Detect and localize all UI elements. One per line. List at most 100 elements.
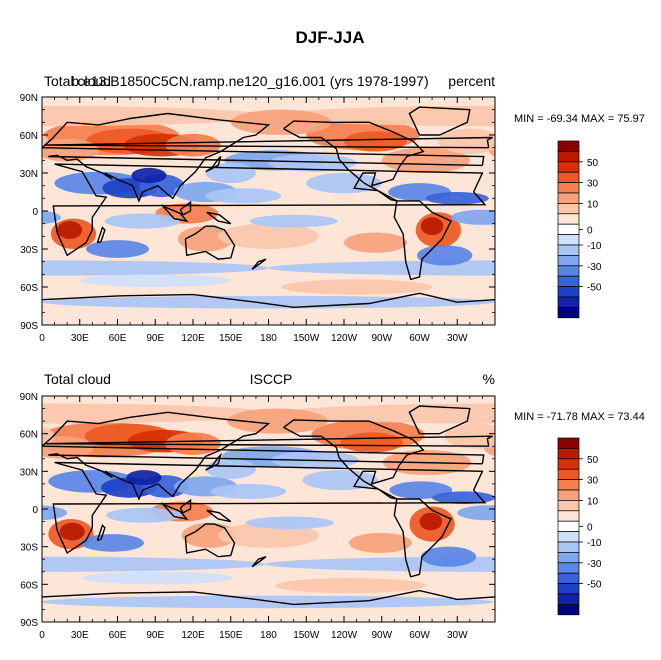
lat-axis: 90N 60N 30N 0 30S 60S 90S <box>20 392 495 629</box>
coastline <box>160 502 189 521</box>
coastlines <box>42 405 495 606</box>
field-region <box>86 240 149 258</box>
field-region <box>273 403 495 424</box>
panel-right-label: % <box>483 371 495 387</box>
field-region <box>42 105 269 127</box>
coastline <box>52 461 487 554</box>
panel-left-label: Total cloud <box>44 371 111 387</box>
lon-tick-label: 90E <box>146 333 164 344</box>
colorbar: 50 30 10 0 -10 -30 -50 <box>557 140 602 319</box>
colorbar-swatch <box>557 468 580 480</box>
lon-tick-label: 90E <box>146 630 164 641</box>
coastline <box>179 200 192 216</box>
lat-tick-label: 90N <box>20 392 38 403</box>
coastline <box>393 200 452 281</box>
figure-title: DJF-JJA <box>296 28 365 47</box>
min-max-readout: MIN = -69.34 MAX = 75.97 <box>514 113 645 125</box>
lat-tick-label: 60N <box>20 131 38 142</box>
lon-axis: 0 30E 60E 90E 120E 150E 180 150W 120W 90W 60W 30W <box>39 97 483 344</box>
lon-tick-label: 150W <box>293 333 320 344</box>
coastline <box>42 112 485 203</box>
field-region <box>457 505 495 521</box>
colorbar-swatch <box>557 479 580 491</box>
colorbar-label: -10 <box>587 538 602 549</box>
colorbar-swatch <box>557 265 580 277</box>
colorbar-swatch <box>557 151 580 163</box>
colorbar-swatch <box>557 489 580 501</box>
field-region <box>42 426 55 447</box>
lon-tick-label: 120E <box>181 333 205 344</box>
cloud-field <box>42 105 495 309</box>
coastline <box>283 120 425 202</box>
field-region <box>205 458 256 479</box>
field-region <box>42 260 269 276</box>
coastline <box>96 226 106 244</box>
field-region <box>106 507 182 523</box>
map-panel-1: Total cloud b.e13.B1850C5CN.ramp.ne120_g… <box>20 73 645 344</box>
field-region <box>42 595 494 609</box>
colorbar-swatch <box>557 437 580 449</box>
field-region <box>218 522 319 548</box>
lon-tick-label: 60W <box>409 630 430 641</box>
colorbar-swatch <box>557 593 580 605</box>
colorbar-swatch <box>557 500 580 512</box>
coastlines <box>42 106 495 309</box>
colorbar-swatch <box>557 171 580 183</box>
field-region <box>81 534 144 552</box>
field-region <box>42 556 266 572</box>
lon-tick-label: 120E <box>181 630 205 641</box>
coastline <box>96 524 106 542</box>
lon-tick-label: 30W <box>447 630 468 641</box>
colorbar-label: 30 <box>587 476 599 487</box>
coastline <box>44 435 493 447</box>
colorbar-swatch <box>557 286 580 298</box>
lat-tick-label: 0 <box>32 505 38 516</box>
field-region <box>218 223 319 249</box>
coastline <box>205 452 223 471</box>
field-region <box>450 209 495 225</box>
colorbar-swatch <box>557 510 580 522</box>
lon-tick-label: 30E <box>71 333 89 344</box>
field-region <box>425 192 489 205</box>
lon-tick-label: 150E <box>219 630 243 641</box>
lat-tick-label: 30N <box>20 467 38 478</box>
lon-tick-label: 120W <box>331 630 358 641</box>
colorbar-swatch <box>557 161 580 173</box>
coastline <box>179 498 192 514</box>
colorbar-swatch <box>557 203 580 215</box>
coastline <box>160 204 189 223</box>
colorbar-swatch <box>557 552 580 564</box>
colorbar-swatch <box>557 296 580 308</box>
field-region <box>249 214 338 228</box>
lat-tick-label: 90S <box>20 618 38 629</box>
lon-tick-label: 120W <box>331 333 358 344</box>
coastline <box>184 225 236 260</box>
coastline <box>42 411 485 501</box>
field-region <box>381 147 470 173</box>
lon-tick-label: 60E <box>109 333 127 344</box>
field-region <box>177 226 234 252</box>
field-region <box>104 213 181 229</box>
lon-tick-label: 30E <box>71 630 89 641</box>
field-region <box>306 173 382 194</box>
field-region <box>165 133 221 157</box>
lon-tick-label: 180 <box>260 333 277 344</box>
field-region <box>126 470 162 486</box>
lon-tick-label: 60E <box>109 630 127 641</box>
coastline <box>205 156 222 173</box>
colorbar-swatch <box>557 140 580 152</box>
field-region <box>57 221 83 239</box>
colorbar: 50 30 10 0 -10 -30 -50 <box>557 437 602 616</box>
field-region <box>42 295 495 309</box>
field-region <box>432 491 495 504</box>
lat-tick-label: 30N <box>20 169 38 180</box>
coastline <box>42 292 495 309</box>
field-region <box>268 154 357 172</box>
field-region <box>42 210 61 225</box>
map-panel-2: Total cloud ISCCP % 90N60N30N030S60S90S … <box>20 371 645 641</box>
colorbar-swatch <box>557 182 580 194</box>
lon-tick-label: 90W <box>371 630 392 641</box>
colorbar-label: 0 <box>587 225 593 236</box>
colorbar-swatch <box>557 531 580 543</box>
